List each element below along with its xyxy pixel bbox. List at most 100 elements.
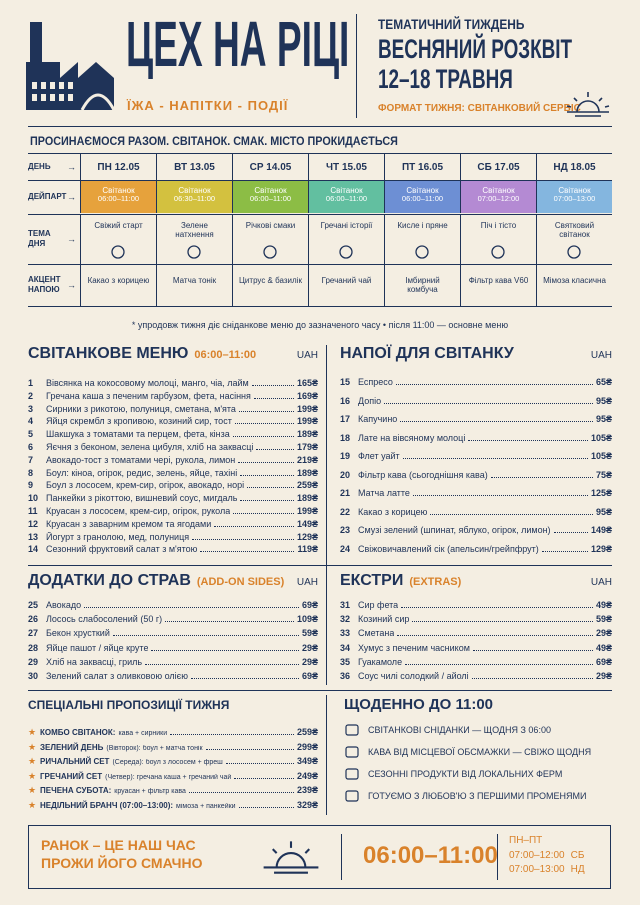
item-price: 29₴ <box>595 628 612 639</box>
section-title: ЕКСТРИ <box>340 572 404 589</box>
star: ★ <box>28 756 37 767</box>
row-label-text: ДЕНЬ <box>28 162 51 172</box>
item-number: 33 <box>340 628 351 639</box>
daypart-time: 07:00–13:00 <box>553 194 596 204</box>
theme: Річкові смаки <box>232 215 308 264</box>
item-name: Круасан з заварним кремом та ягодами <box>46 518 212 529</box>
star: ★ <box>28 785 37 796</box>
item-name: Смузі зелений (шпинат, яблуко, огірок, л… <box>358 525 551 535</box>
footer-weekend: 07:00–13:00 НД <box>509 863 585 878</box>
item-number: 4 <box>28 416 34 427</box>
brand: ЦЕХ НА РІЦІ <box>126 8 350 80</box>
leader <box>238 807 294 808</box>
item-name: Лосось слабосолений (50 г) <box>46 614 163 625</box>
divider <box>326 345 327 685</box>
special-desc: мімоза + панкейки <box>176 803 236 810</box>
menu-item: 21 Матча латте 125₴ <box>340 488 612 498</box>
leader <box>251 385 294 386</box>
daypart-time: 06:00–11:00 <box>97 194 140 204</box>
section-subtitle: 06:00–11:00 <box>194 349 257 361</box>
footer-line: РАНОК – ЦЕ НАШ ЧАС <box>41 837 196 853</box>
item-name: Шакшука з томатами та перцем, фета, кінз… <box>46 429 230 440</box>
leader <box>191 678 299 679</box>
daypart-label: Світанок <box>254 186 287 195</box>
item-price: 129₴ <box>590 543 612 554</box>
theme: Свіжий старт <box>80 215 156 264</box>
leader <box>471 678 593 679</box>
special-desc: (Четвер): гречана каша + гречаний чай <box>105 773 232 781</box>
daily-item: СЕЗОННІ ПРОДУКТИ ВІД ЛОКАЛЬНИХ ФЕРМ <box>344 767 562 781</box>
theme: Гречані історії <box>308 215 384 264</box>
leader <box>112 635 299 637</box>
item-price: 69₴ <box>301 600 318 610</box>
item-number: 22 <box>340 506 351 517</box>
leader <box>397 635 593 637</box>
menu-item: 28 Яйце пашот / яйце круте 29₴ <box>28 643 318 653</box>
theme: Піч і тісто <box>460 215 536 264</box>
leader <box>165 621 294 623</box>
sun-icon <box>263 841 319 874</box>
daily-icon <box>345 768 359 780</box>
drink: Фільтр кава V60 <box>460 265 536 306</box>
item-name: Сир фета <box>358 600 399 610</box>
item-price: 219₴ <box>296 454 318 465</box>
leader <box>468 439 588 441</box>
arrow: → <box>67 191 76 202</box>
item-number: 21 <box>340 488 351 498</box>
row-label: ДЕНЬ → <box>28 154 80 180</box>
menu-item: 3 Сирники з рикотою, полуниця, сметана, м… <box>28 404 318 414</box>
week-title: ВЕСНЯНИЙ РОЗКВІТ <box>378 34 573 64</box>
special-desc: (Вівторок): боул + матча тонік <box>106 744 203 752</box>
special-desc: кава + сирники <box>118 730 168 737</box>
item-number: 31 <box>340 600 351 610</box>
special-price: 329₴ <box>296 800 318 810</box>
item-number: 12 <box>28 518 39 529</box>
item-name: Соус чилі солодкий / айолі <box>358 671 469 681</box>
item-name: Сметана <box>358 628 395 639</box>
arrow: → <box>67 161 76 172</box>
item-number: 19 <box>340 451 351 461</box>
item-price: 69₴ <box>301 671 318 681</box>
theme-icon <box>187 245 201 259</box>
daily-text: СЕЗОННІ ПРОДУКТИ ВІД ЛОКАЛЬНИХ ФЕРМ <box>368 769 563 779</box>
menu-item: 35 Гуакамоле 69₴ <box>340 657 612 667</box>
leader <box>247 487 294 489</box>
item-name: Вівсянка на кокосовому молоці, манго, чі… <box>46 378 249 388</box>
item-number: 15 <box>340 377 351 387</box>
menu-item: 36 Соус чилі солодкий / айолі 29₴ <box>340 671 612 681</box>
item-number: 2 <box>28 390 34 401</box>
row-label-text: АКЦЕНТ НАПОЮ <box>28 275 61 294</box>
leader <box>205 748 294 750</box>
leader <box>472 649 593 651</box>
theme-icon <box>491 245 505 259</box>
item-name: Авокадо <box>46 600 82 610</box>
daypart-time: 06:00–11:00 <box>325 194 368 204</box>
item-number: 26 <box>28 614 39 625</box>
item-number: 30 <box>28 671 39 681</box>
footer-time: 07:00–12:00 <box>509 849 565 861</box>
divider <box>326 695 327 815</box>
daypart-label: Світанок <box>406 186 439 195</box>
daypart-label: Світанок <box>330 186 363 195</box>
daypart-time: 06:00–11:00 <box>401 194 444 204</box>
item-price: 189₴ <box>296 467 318 478</box>
menu-item: 19 Флет уайт 105₴ <box>340 451 612 461</box>
item-name: Гуакамоле <box>358 656 403 667</box>
daily-item: КАВА ВІД МІСЦЕВОЇ ОБСМАЖКИ — СВІЖО ЩОДНЯ <box>344 745 591 759</box>
row-label: ДЕЙПАРТ → <box>28 180 80 214</box>
special-name: КОМБО СВІТАНОК: <box>40 728 116 737</box>
item-price: 129₴ <box>296 531 318 542</box>
daypart-label: Світанок <box>178 186 211 195</box>
item-name: Фільтр кава (сьогоднішня кава) <box>358 469 488 480</box>
item-name: Зелений салат з оливковою олією <box>46 671 188 681</box>
item-name: Сезонний фруктовий салат з м'ятою <box>46 544 198 555</box>
item-price: 105₴ <box>590 451 612 461</box>
menu-item: 7 Авокадо-тост з томатами чері, рукола, л… <box>28 455 318 465</box>
item-number: 5 <box>28 429 34 440</box>
leader <box>234 777 294 779</box>
item-name: Какао з корицею <box>358 506 428 517</box>
rule <box>28 690 612 691</box>
leader <box>238 410 294 412</box>
currency: UAH <box>296 577 318 588</box>
